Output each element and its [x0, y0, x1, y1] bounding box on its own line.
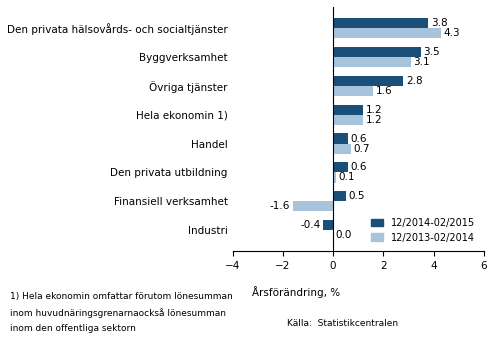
Bar: [333, 57, 411, 67]
Text: Årsförändring, %: Årsförändring, %: [252, 286, 340, 298]
Text: 0.0: 0.0: [335, 230, 352, 240]
Bar: [333, 143, 351, 154]
Text: 3.5: 3.5: [423, 47, 440, 57]
Text: -0.4: -0.4: [300, 220, 321, 230]
Bar: [323, 220, 333, 230]
Text: 0.7: 0.7: [353, 144, 370, 154]
Bar: [333, 105, 363, 115]
Bar: [333, 86, 373, 96]
Text: inom den offentliga sektorn: inom den offentliga sektorn: [10, 324, 136, 333]
Bar: [333, 162, 348, 173]
Text: 0.5: 0.5: [348, 191, 365, 201]
Text: -1.6: -1.6: [270, 201, 290, 211]
Text: 0.1: 0.1: [338, 173, 355, 182]
Bar: [333, 18, 428, 28]
Text: 1.2: 1.2: [366, 105, 382, 115]
Text: 1.2: 1.2: [366, 115, 382, 125]
Text: 0.6: 0.6: [351, 162, 367, 172]
Bar: [333, 47, 421, 57]
Text: 2.8: 2.8: [406, 76, 422, 86]
Bar: [293, 201, 333, 211]
Legend: 12/2014-02/2015, 12/2013-02/2014: 12/2014-02/2015, 12/2013-02/2014: [368, 214, 479, 246]
Text: Källa:  Statistikcentralen: Källa: Statistikcentralen: [287, 319, 398, 328]
Text: 3.1: 3.1: [413, 57, 430, 67]
Bar: [333, 134, 348, 143]
Text: 1.6: 1.6: [376, 86, 392, 96]
Bar: [333, 115, 363, 125]
Bar: [333, 28, 441, 38]
Text: 0.6: 0.6: [351, 134, 367, 143]
Bar: [333, 191, 346, 201]
Bar: [333, 76, 404, 86]
Text: inom huvudnäringsgrenarnaockså lönesumman: inom huvudnäringsgrenarnaockså lönesumma…: [10, 308, 226, 318]
Text: 4.3: 4.3: [444, 28, 460, 38]
Bar: [333, 173, 335, 182]
Text: 3.8: 3.8: [431, 18, 448, 28]
Text: 1) Hela ekonomin omfattar förutom lönesumman: 1) Hela ekonomin omfattar förutom lönesu…: [10, 292, 233, 301]
